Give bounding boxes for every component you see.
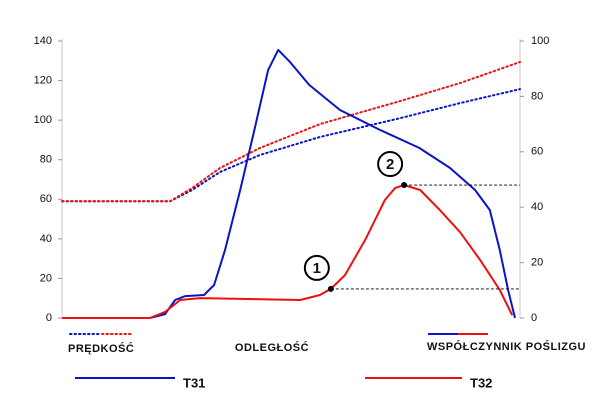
y-tick-label: 20 [40,272,52,284]
legend-label: T31 [183,375,205,390]
legend-label: PRĘDKOŚĆ [68,342,134,355]
data-line [62,48,516,319]
y2-tick-label: 60 [531,146,543,158]
y-tick-label: 120 [34,74,52,86]
data-line [61,88,521,203]
annotation-label: 1 [313,260,321,277]
y2-tick-label: 100 [531,35,549,47]
y-tick-label: 80 [40,154,52,166]
annotation-badge [303,254,330,281]
y-tick-label: 100 [34,114,52,126]
data-line [62,184,514,319]
legend-label: WSPÓŁCZYNNIK POŚLIZGU [427,340,586,353]
legend-label: T32 [470,375,492,390]
y-tick-label: 40 [40,233,52,245]
y-tick-label: 60 [40,193,52,205]
y-tick-label: 140 [34,35,52,47]
y2-tick-label: 80 [531,90,543,102]
annotation-point [401,182,408,189]
y2-tick-label: 20 [531,257,543,269]
y2-tick-label: 0 [531,312,537,324]
data-line [61,61,521,203]
annotation-point [327,285,334,292]
y-tick-label: 0 [46,312,52,324]
y2-tick-label: 40 [531,201,543,213]
annotation-badge [377,151,404,178]
annotation-label: 2 [386,156,394,173]
x-axis-label: ODLEGŁOŚĆ [235,341,309,354]
